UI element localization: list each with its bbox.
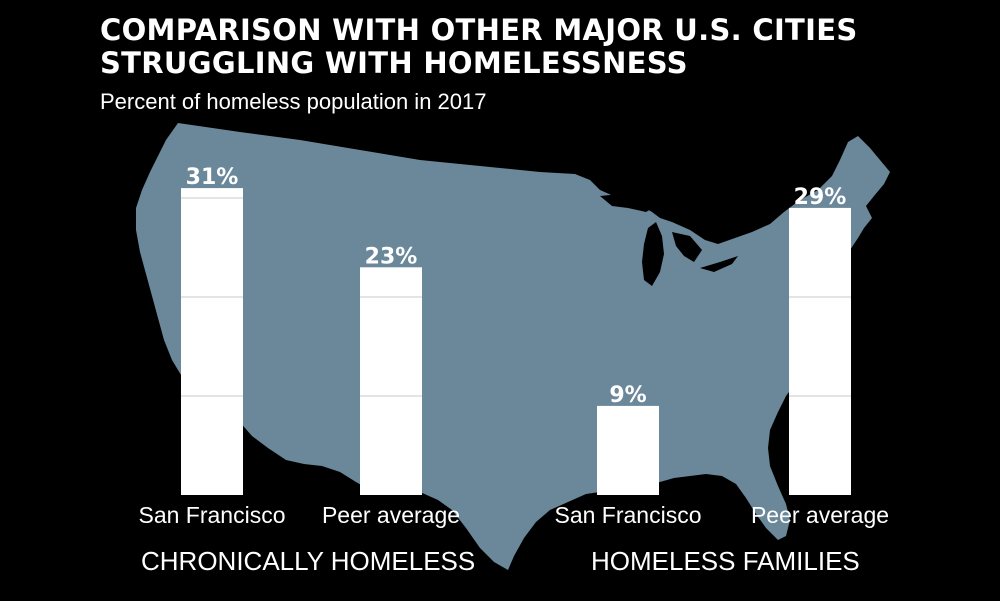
- us-map-shape: [136, 123, 890, 570]
- category-label-1-1: Peer average: [751, 502, 889, 528]
- lake-superior-shape: [600, 194, 656, 212]
- value-label-0-1: 23%: [365, 244, 418, 269]
- group-label-chronically-homeless: CHRONICALLY HOMELESS: [141, 546, 476, 576]
- category-label-0-1: Peer average: [322, 502, 460, 528]
- chart-title-line-1: COMPARISON WITH OTHER MAJOR U.S. CITIES: [100, 13, 858, 47]
- category-label-1-0: San Francisco: [554, 502, 701, 528]
- group-label-homeless-families: HOMELESS FAMILIES: [591, 546, 860, 576]
- bar-1-1: [789, 207, 851, 495]
- bar-0-0: [181, 188, 243, 495]
- chart-title: COMPARISON WITH OTHER MAJOR U.S. CITIES …: [100, 14, 858, 80]
- chart-title-line-2: STRUGGLING WITH HOMELESSNESS: [100, 46, 688, 80]
- category-label-0-0: San Francisco: [138, 502, 285, 528]
- chart-subtitle: Percent of homeless population in 2017: [100, 89, 487, 114]
- bar-1-0: [597, 405, 659, 495]
- bar-0-1: [360, 267, 422, 495]
- value-label-1-0: 9%: [609, 383, 646, 408]
- lake-erie-shape: [700, 256, 738, 272]
- lake-huron-shape: [672, 232, 702, 262]
- value-label-0-0: 31%: [186, 165, 239, 190]
- lake-michigan-shape: [642, 222, 664, 286]
- value-label-1-1: 29%: [794, 185, 847, 210]
